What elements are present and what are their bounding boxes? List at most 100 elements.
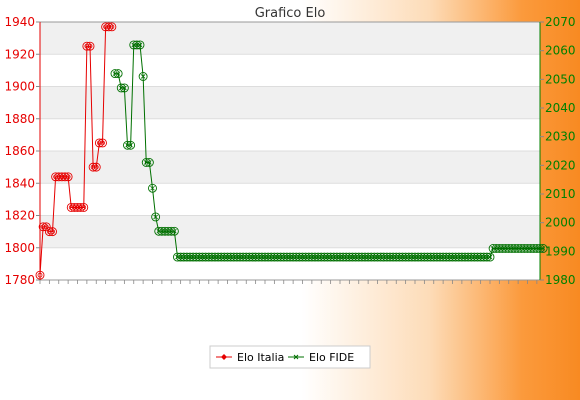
series-point-ring xyxy=(498,244,507,253)
series-point-ring xyxy=(123,140,132,150)
right-tick-label: 1980 xyxy=(545,273,576,287)
series-point-inner xyxy=(109,24,115,30)
series-point-inner xyxy=(93,164,99,170)
series-point-ring xyxy=(348,252,357,262)
left-tick-label: 1840 xyxy=(4,176,35,190)
series-point-ring xyxy=(485,252,495,262)
series-point-ring xyxy=(419,252,429,262)
series-point-ring xyxy=(226,252,236,262)
series-point xyxy=(151,212,161,222)
series-point-inner xyxy=(84,43,90,49)
series-point-ring xyxy=(488,244,498,253)
grid-band xyxy=(40,118,540,151)
series-point-ring xyxy=(326,252,336,262)
right-tick-label: 2070 xyxy=(545,15,576,29)
left-tick-label: 1860 xyxy=(4,144,35,158)
series-point-ring xyxy=(194,252,204,262)
series-point-ring xyxy=(294,252,304,262)
series-point-ring xyxy=(332,252,342,262)
series-point-cross xyxy=(153,214,158,220)
series-point-inner xyxy=(46,229,52,235)
series-point-ring xyxy=(360,252,370,262)
series-point xyxy=(41,222,51,232)
series-point-ring xyxy=(476,252,486,262)
series-point-ring xyxy=(248,252,257,262)
series-point-inner xyxy=(81,205,87,210)
series-point-ring xyxy=(254,252,264,262)
series-point-inner xyxy=(62,174,68,180)
series-point xyxy=(135,40,145,50)
series-point-ring xyxy=(479,252,489,262)
series-point-ring xyxy=(532,244,542,253)
series-point xyxy=(88,162,98,172)
series-point-ring xyxy=(251,252,261,262)
series-point-ring xyxy=(216,252,226,262)
series-point-cross xyxy=(128,142,133,148)
series-point-ring xyxy=(210,252,220,262)
series-point xyxy=(44,227,54,237)
series-point-ring xyxy=(288,252,298,262)
series-point xyxy=(82,41,92,51)
series-point-ring xyxy=(213,252,223,262)
series-point-ring xyxy=(341,252,351,262)
series-point xyxy=(144,158,154,167)
series-point xyxy=(94,138,104,148)
series-point-ring xyxy=(316,252,326,262)
series-point-ring xyxy=(151,212,161,222)
left-tick-label: 1800 xyxy=(4,241,35,255)
series-point xyxy=(104,22,114,32)
series-point xyxy=(113,69,123,79)
series-point-ring xyxy=(201,252,211,262)
right-tick-label: 2030 xyxy=(545,130,576,144)
series-point-ring xyxy=(535,244,545,253)
series-point xyxy=(91,162,101,172)
series-point xyxy=(98,138,107,148)
series-point-ring xyxy=(241,252,251,262)
series-point-ring xyxy=(438,252,448,262)
series-point-ring xyxy=(423,252,432,262)
grid-band xyxy=(40,247,540,280)
series-point-ring xyxy=(444,252,454,262)
legend-label: Elo FIDE xyxy=(309,351,354,364)
left-tick-label: 1940 xyxy=(4,15,35,29)
series-point-ring xyxy=(179,252,189,262)
series-point-ring xyxy=(301,252,311,262)
series-point-ring xyxy=(391,252,401,262)
grid-band xyxy=(40,22,540,55)
grid-band xyxy=(40,86,540,119)
series-point-ring xyxy=(523,244,532,253)
series-point-ring xyxy=(513,244,523,253)
series-point-ring xyxy=(279,252,289,262)
series-point-ring xyxy=(469,252,479,262)
right-tick-label: 1990 xyxy=(545,244,576,258)
series-point-ring xyxy=(329,252,339,262)
left-tick-label: 1920 xyxy=(4,47,35,61)
series-point-cross xyxy=(540,246,546,251)
legend-swatch-marker xyxy=(221,354,227,360)
series-point-ring xyxy=(454,252,464,262)
series-point-ring xyxy=(451,252,461,262)
series-point-ring xyxy=(223,252,232,262)
series-point-ring xyxy=(410,252,420,262)
series-point-ring xyxy=(363,252,373,262)
series-point xyxy=(85,41,95,51)
series-point-inner xyxy=(90,164,96,170)
series-point-ring xyxy=(163,226,173,236)
series-point-ring xyxy=(407,252,417,262)
series-point-inner xyxy=(78,205,84,210)
series-point-ring xyxy=(457,252,467,262)
series-point-ring xyxy=(129,40,139,50)
series-point-ring xyxy=(369,252,379,262)
series-point-ring xyxy=(435,252,445,262)
grid-band xyxy=(40,151,540,184)
series-point-ring xyxy=(357,252,367,262)
series-point-ring xyxy=(382,252,392,262)
series-point-ring xyxy=(416,252,426,262)
series-point-ring xyxy=(338,252,348,262)
series-point-ring xyxy=(466,252,476,262)
series-point-ring xyxy=(160,226,170,236)
series-point xyxy=(148,183,157,193)
grid-band xyxy=(40,215,540,248)
series-point-ring xyxy=(113,69,123,79)
